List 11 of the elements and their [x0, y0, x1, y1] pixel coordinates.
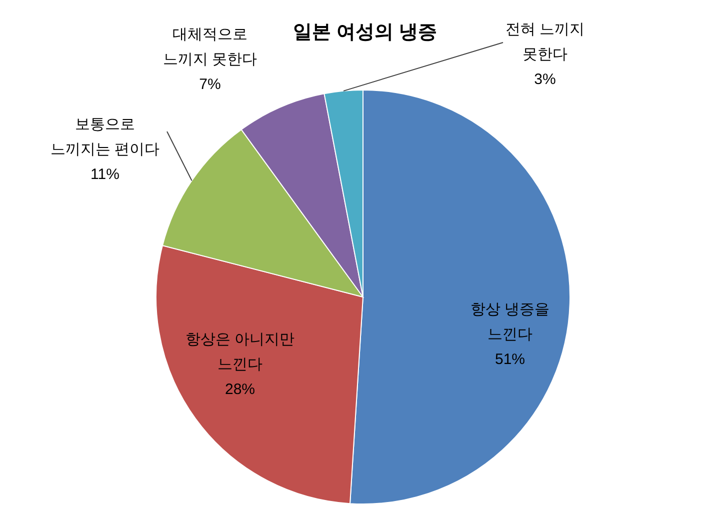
slice-label: 대체적으로 느끼지 못한다	[162, 26, 258, 68]
slice-label: 전혀 느끼지 못한다	[505, 20, 585, 63]
data-label: 11%	[90, 166, 120, 183]
chart-title: 일본 여성의 냉증	[293, 22, 437, 43]
slice-label: 항상 냉증을 느낀다	[470, 300, 550, 343]
data-label: 51%	[494, 350, 526, 368]
data-label: 7%	[199, 76, 221, 93]
data-label: 3%	[534, 70, 556, 88]
slice-label: 보통으로 느끼지는 편이다	[50, 116, 160, 158]
data-label: 28%	[224, 380, 256, 398]
slice-label: 항상은 아니지만 느낀다	[185, 330, 295, 373]
